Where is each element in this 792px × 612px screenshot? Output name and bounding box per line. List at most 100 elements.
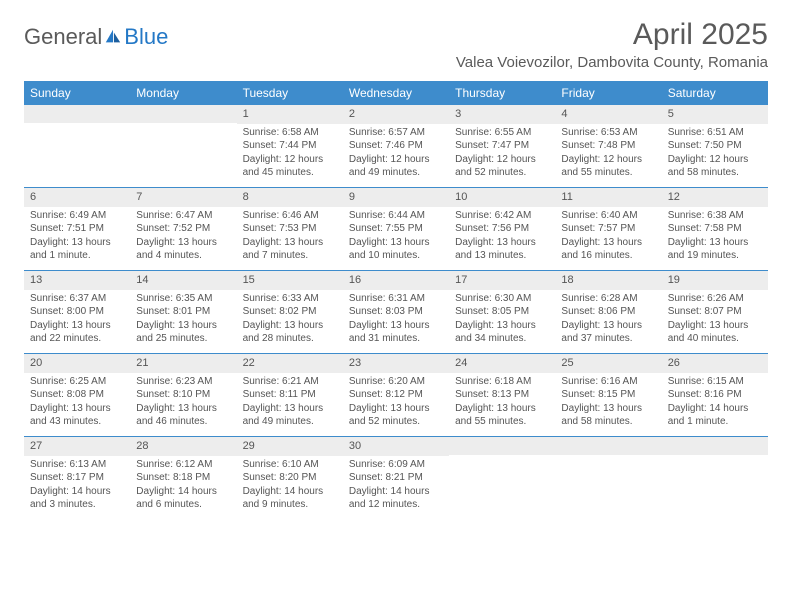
day-body: Sunrise: 6:10 AMSunset: 8:20 PMDaylight:… <box>237 456 343 518</box>
daylight-line: Daylight: 13 hours and 31 minutes. <box>349 319 443 346</box>
week-row: 13Sunrise: 6:37 AMSunset: 8:00 PMDayligh… <box>24 270 768 353</box>
sunrise-line: Sunrise: 6:31 AM <box>349 292 443 306</box>
sunrise-line: Sunrise: 6:51 AM <box>668 126 762 140</box>
week-row: 6Sunrise: 6:49 AMSunset: 7:51 PMDaylight… <box>24 187 768 270</box>
day-body: Sunrise: 6:46 AMSunset: 7:53 PMDaylight:… <box>237 207 343 269</box>
day-number: 5 <box>662 105 768 124</box>
sunrise-line: Sunrise: 6:35 AM <box>136 292 230 306</box>
sunset-line: Sunset: 7:50 PM <box>668 139 762 153</box>
sunset-line: Sunset: 8:12 PM <box>349 388 443 402</box>
daylight-line: Daylight: 14 hours and 9 minutes. <box>243 485 337 512</box>
day-cell: 20Sunrise: 6:25 AMSunset: 8:08 PMDayligh… <box>24 354 130 436</box>
week-row: 20Sunrise: 6:25 AMSunset: 8:08 PMDayligh… <box>24 353 768 436</box>
day-body: Sunrise: 6:57 AMSunset: 7:46 PMDaylight:… <box>343 124 449 186</box>
day-cell: 16Sunrise: 6:31 AMSunset: 8:03 PMDayligh… <box>343 271 449 353</box>
day-number: 15 <box>237 271 343 290</box>
day-body: Sunrise: 6:26 AMSunset: 8:07 PMDaylight:… <box>662 290 768 352</box>
sunrise-line: Sunrise: 6:37 AM <box>30 292 124 306</box>
day-number <box>555 437 661 455</box>
sunrise-line: Sunrise: 6:46 AM <box>243 209 337 223</box>
sunrise-line: Sunrise: 6:26 AM <box>668 292 762 306</box>
day-body: Sunrise: 6:25 AMSunset: 8:08 PMDaylight:… <box>24 373 130 435</box>
weekday-header: Thursday <box>449 81 555 105</box>
sunset-line: Sunset: 7:56 PM <box>455 222 549 236</box>
day-number: 3 <box>449 105 555 124</box>
day-number: 8 <box>237 188 343 207</box>
sunset-line: Sunset: 8:20 PM <box>243 471 337 485</box>
sunset-line: Sunset: 8:05 PM <box>455 305 549 319</box>
sunset-line: Sunset: 8:02 PM <box>243 305 337 319</box>
sunrise-line: Sunrise: 6:20 AM <box>349 375 443 389</box>
day-cell: 5Sunrise: 6:51 AMSunset: 7:50 PMDaylight… <box>662 105 768 187</box>
brand-logo: General Blue <box>24 18 168 50</box>
day-number: 23 <box>343 354 449 373</box>
daylight-line: Daylight: 14 hours and 1 minute. <box>668 402 762 429</box>
day-cell <box>449 437 555 519</box>
day-number: 26 <box>662 354 768 373</box>
day-number <box>130 105 236 123</box>
sunrise-line: Sunrise: 6:49 AM <box>30 209 124 223</box>
brand-part1: General <box>24 24 102 50</box>
daylight-line: Daylight: 12 hours and 49 minutes. <box>349 153 443 180</box>
weeks-container: 1Sunrise: 6:58 AMSunset: 7:44 PMDaylight… <box>24 105 768 519</box>
day-number: 17 <box>449 271 555 290</box>
sunset-line: Sunset: 8:17 PM <box>30 471 124 485</box>
sunrise-line: Sunrise: 6:28 AM <box>561 292 655 306</box>
brand-part2: Blue <box>124 24 168 50</box>
day-cell: 24Sunrise: 6:18 AMSunset: 8:13 PMDayligh… <box>449 354 555 436</box>
day-cell: 15Sunrise: 6:33 AMSunset: 8:02 PMDayligh… <box>237 271 343 353</box>
daylight-line: Daylight: 13 hours and 13 minutes. <box>455 236 549 263</box>
day-cell: 1Sunrise: 6:58 AMSunset: 7:44 PMDaylight… <box>237 105 343 187</box>
daylight-line: Daylight: 13 hours and 25 minutes. <box>136 319 230 346</box>
day-number: 19 <box>662 271 768 290</box>
day-body: Sunrise: 6:49 AMSunset: 7:51 PMDaylight:… <box>24 207 130 269</box>
day-cell: 26Sunrise: 6:15 AMSunset: 8:16 PMDayligh… <box>662 354 768 436</box>
weekday-header: Sunday <box>24 81 130 105</box>
sunrise-line: Sunrise: 6:16 AM <box>561 375 655 389</box>
day-cell: 6Sunrise: 6:49 AMSunset: 7:51 PMDaylight… <box>24 188 130 270</box>
day-cell: 11Sunrise: 6:40 AMSunset: 7:57 PMDayligh… <box>555 188 661 270</box>
sunrise-line: Sunrise: 6:55 AM <box>455 126 549 140</box>
header: General Blue April 2025 Valea Voievozilo… <box>24 18 768 71</box>
sunset-line: Sunset: 8:07 PM <box>668 305 762 319</box>
sunrise-line: Sunrise: 6:23 AM <box>136 375 230 389</box>
sunrise-line: Sunrise: 6:58 AM <box>243 126 337 140</box>
title-block: April 2025 Valea Voievozilor, Dambovita … <box>456 18 768 71</box>
day-cell: 12Sunrise: 6:38 AMSunset: 7:58 PMDayligh… <box>662 188 768 270</box>
sunrise-line: Sunrise: 6:53 AM <box>561 126 655 140</box>
weekday-header: Friday <box>555 81 661 105</box>
weekday-header: Wednesday <box>343 81 449 105</box>
sunset-line: Sunset: 8:08 PM <box>30 388 124 402</box>
day-number: 24 <box>449 354 555 373</box>
sunset-line: Sunset: 8:06 PM <box>561 305 655 319</box>
day-cell: 27Sunrise: 6:13 AMSunset: 8:17 PMDayligh… <box>24 437 130 519</box>
day-number: 11 <box>555 188 661 207</box>
daylight-line: Daylight: 13 hours and 4 minutes. <box>136 236 230 263</box>
daylight-line: Daylight: 13 hours and 58 minutes. <box>561 402 655 429</box>
sunset-line: Sunset: 8:13 PM <box>455 388 549 402</box>
sunrise-line: Sunrise: 6:42 AM <box>455 209 549 223</box>
day-number: 9 <box>343 188 449 207</box>
calendar: Sunday Monday Tuesday Wednesday Thursday… <box>24 81 768 519</box>
daylight-line: Daylight: 12 hours and 45 minutes. <box>243 153 337 180</box>
page: General Blue April 2025 Valea Voievozilo… <box>0 0 792 537</box>
day-cell: 10Sunrise: 6:42 AMSunset: 7:56 PMDayligh… <box>449 188 555 270</box>
day-cell: 21Sunrise: 6:23 AMSunset: 8:10 PMDayligh… <box>130 354 236 436</box>
sunset-line: Sunset: 8:03 PM <box>349 305 443 319</box>
weekday-header-row: Sunday Monday Tuesday Wednesday Thursday… <box>24 81 768 105</box>
day-number: 25 <box>555 354 661 373</box>
day-number: 1 <box>237 105 343 124</box>
day-body: Sunrise: 6:42 AMSunset: 7:56 PMDaylight:… <box>449 207 555 269</box>
sunrise-line: Sunrise: 6:47 AM <box>136 209 230 223</box>
day-number: 2 <box>343 105 449 124</box>
day-cell: 9Sunrise: 6:44 AMSunset: 7:55 PMDaylight… <box>343 188 449 270</box>
day-body: Sunrise: 6:12 AMSunset: 8:18 PMDaylight:… <box>130 456 236 518</box>
daylight-line: Daylight: 13 hours and 34 minutes. <box>455 319 549 346</box>
day-cell: 23Sunrise: 6:20 AMSunset: 8:12 PMDayligh… <box>343 354 449 436</box>
sunrise-line: Sunrise: 6:12 AM <box>136 458 230 472</box>
sunrise-line: Sunrise: 6:40 AM <box>561 209 655 223</box>
day-number: 7 <box>130 188 236 207</box>
day-cell: 17Sunrise: 6:30 AMSunset: 8:05 PMDayligh… <box>449 271 555 353</box>
daylight-line: Daylight: 13 hours and 49 minutes. <box>243 402 337 429</box>
sunrise-line: Sunrise: 6:44 AM <box>349 209 443 223</box>
